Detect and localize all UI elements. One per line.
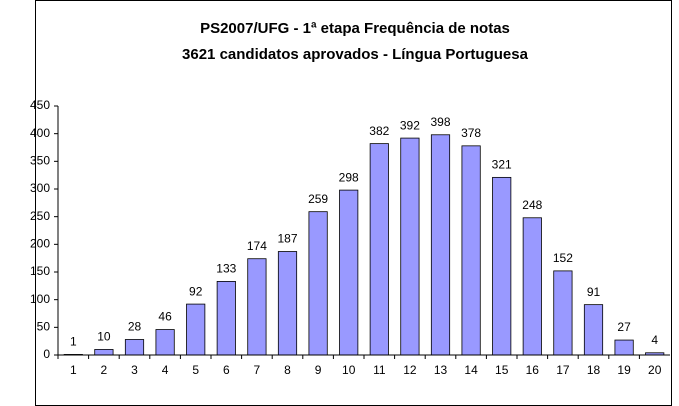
y-tick-label: 400 [30,126,50,140]
x-tick-label: 4 [162,363,169,377]
y-tick-label: 100 [30,292,50,306]
value-label: 187 [277,232,297,246]
y-tick-label: 350 [30,154,50,168]
y-tick-label: 50 [37,320,51,334]
value-label: 46 [158,310,172,324]
x-tick-label: 8 [284,363,291,377]
bar [430,134,451,356]
bar [124,339,145,356]
value-label: 392 [400,118,420,132]
y-tick-label: 300 [30,181,50,195]
bar [522,217,542,356]
bar [155,329,175,356]
value-label: 378 [461,126,481,140]
bar [461,145,481,356]
y-tick-label: 250 [30,209,50,223]
x-tick-label: 9 [315,363,322,377]
y-tick-label: 150 [30,264,50,278]
value-label: 382 [369,124,389,138]
bar [216,281,236,356]
x-tick-label: 15 [495,363,509,377]
bar [614,339,634,356]
x-tick-label: 19 [617,363,631,377]
value-label: 28 [128,320,142,334]
x-tick-label: 20 [648,363,662,377]
x-tick-label: 14 [464,363,478,377]
x-tick-label: 13 [434,363,448,377]
x-tick-label: 7 [254,363,261,377]
x-tick-label: 18 [587,363,601,377]
y-tick-label: 200 [30,237,50,251]
x-tick-label: 1 [70,363,77,377]
x-tick-label: 17 [556,363,570,377]
value-label: 259 [308,192,328,206]
value-label: 133 [216,262,236,276]
value-label: 92 [189,284,203,298]
value-label: 1 [70,335,77,349]
value-label: 248 [522,198,542,212]
bar [369,143,389,356]
value-label: 27 [617,320,631,334]
x-tick-label: 2 [101,363,108,377]
x-tick-label: 12 [403,363,417,377]
value-label: 321 [492,158,512,172]
value-label: 4 [651,333,658,347]
bar [583,304,604,356]
chart-title: PS2007/UFG - 1ª etapa Frequência de nota… [200,20,510,37]
bar [94,349,114,356]
value-label: 152 [553,251,573,265]
bar [400,137,420,356]
x-tick-label: 3 [131,363,138,377]
x-tick-label: 11 [373,363,386,377]
bar [339,189,359,356]
x-tick-label: 6 [223,363,230,377]
x-tick-label: 5 [192,363,199,377]
x-tick-label: 10 [342,363,356,377]
chart-subtitle: 3621 candidatos aprovados - Língua Portu… [182,46,529,63]
bar [247,258,267,356]
y-tick-label: 450 [30,98,50,112]
value-label: 298 [339,170,359,184]
bar [492,176,512,356]
bar [553,270,573,356]
bar [277,251,298,356]
y-tick-label: 0 [43,347,50,361]
value-label: 91 [587,285,601,299]
x-tick-label: 16 [526,363,540,377]
bar [186,303,206,356]
value-label: 10 [97,330,111,344]
bar [308,211,328,356]
value-label: 398 [430,115,450,129]
value-label: 174 [247,239,267,253]
